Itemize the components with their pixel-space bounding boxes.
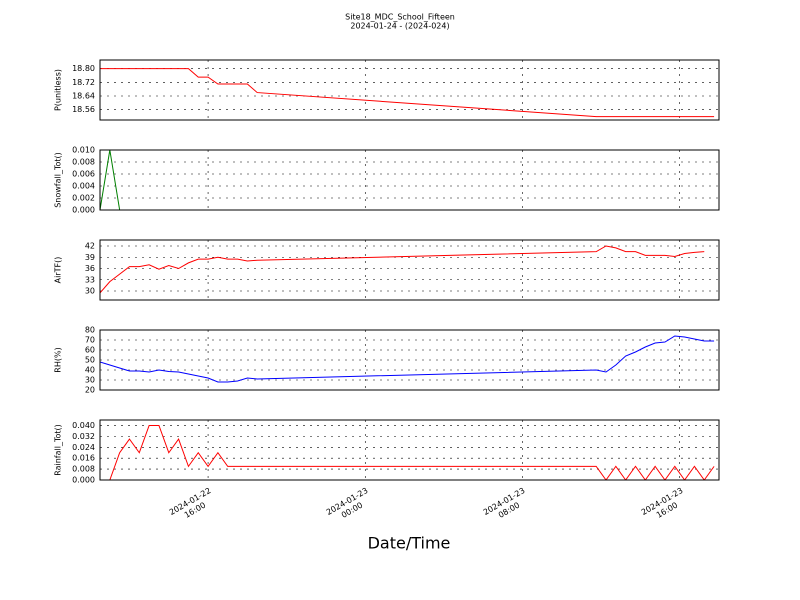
y-tick-label: 0.000 [72, 476, 95, 485]
chart-title: Site18_MDC_School_Fifteen [345, 13, 455, 22]
y-tick-label: 42 [85, 242, 95, 251]
y-tick-label: 18.64 [72, 92, 95, 101]
y-tick-label: 0.040 [72, 421, 95, 430]
y-tick-label: 0.010 [72, 146, 95, 155]
axes-frame [99, 329, 720, 391]
y-axis-label: P(unitless) [54, 69, 63, 111]
chart-subtitle: 2024-01-24 - (2024-024) [350, 22, 449, 31]
y-tick-label: 0.000 [72, 206, 95, 215]
data-line [100, 335, 715, 383]
y-tick-label: 50 [85, 356, 95, 365]
axes-frame [99, 149, 720, 211]
y-tick-label: 33 [85, 275, 95, 284]
axes-frame [99, 239, 720, 301]
y-axis-label: RH(%) [54, 347, 63, 372]
data-line [100, 424, 715, 480]
plot-area [100, 245, 705, 294]
y-tick-label: 36 [85, 264, 95, 273]
y-tick-label: 60 [85, 346, 95, 355]
y-tick-label: 18.80 [72, 64, 95, 73]
y-tick-label: 0.016 [72, 454, 95, 463]
data-line [100, 150, 715, 210]
x-axis-label: Date/Time [368, 534, 451, 553]
y-tick-label: 39 [85, 253, 95, 262]
y-tick-label: 30 [85, 287, 95, 296]
plot-area [100, 335, 715, 383]
axes-frame [99, 419, 720, 481]
y-tick-label: 0.024 [72, 443, 95, 452]
y-tick-label: 0.008 [72, 158, 95, 167]
plot-area [100, 68, 715, 118]
y-axis-label: Rainfall_Tot() [54, 424, 63, 476]
y-tick-label: 0.004 [72, 182, 95, 191]
y-axis-label: AirTF() [54, 257, 63, 284]
y-tick-label: 0.008 [72, 465, 95, 474]
y-tick-label: 80 [85, 326, 95, 335]
y-tick-label: 70 [85, 336, 95, 345]
y-tick-label: 18.56 [72, 105, 95, 114]
axes-frame [99, 59, 720, 121]
plot-area [100, 424, 715, 480]
data-line [100, 245, 705, 294]
y-tick-label: 0.002 [72, 194, 95, 203]
y-tick-label: 0.006 [72, 170, 95, 179]
y-tick-label: 20 [85, 386, 95, 395]
y-tick-label: 0.032 [72, 432, 95, 441]
y-tick-label: 30 [85, 376, 95, 385]
y-tick-label: 40 [85, 366, 95, 375]
data-line [100, 68, 715, 118]
y-axis-label: Snowfall_Tot() [54, 152, 63, 208]
plot-area [100, 150, 715, 210]
y-tick-label: 18.72 [72, 78, 95, 87]
